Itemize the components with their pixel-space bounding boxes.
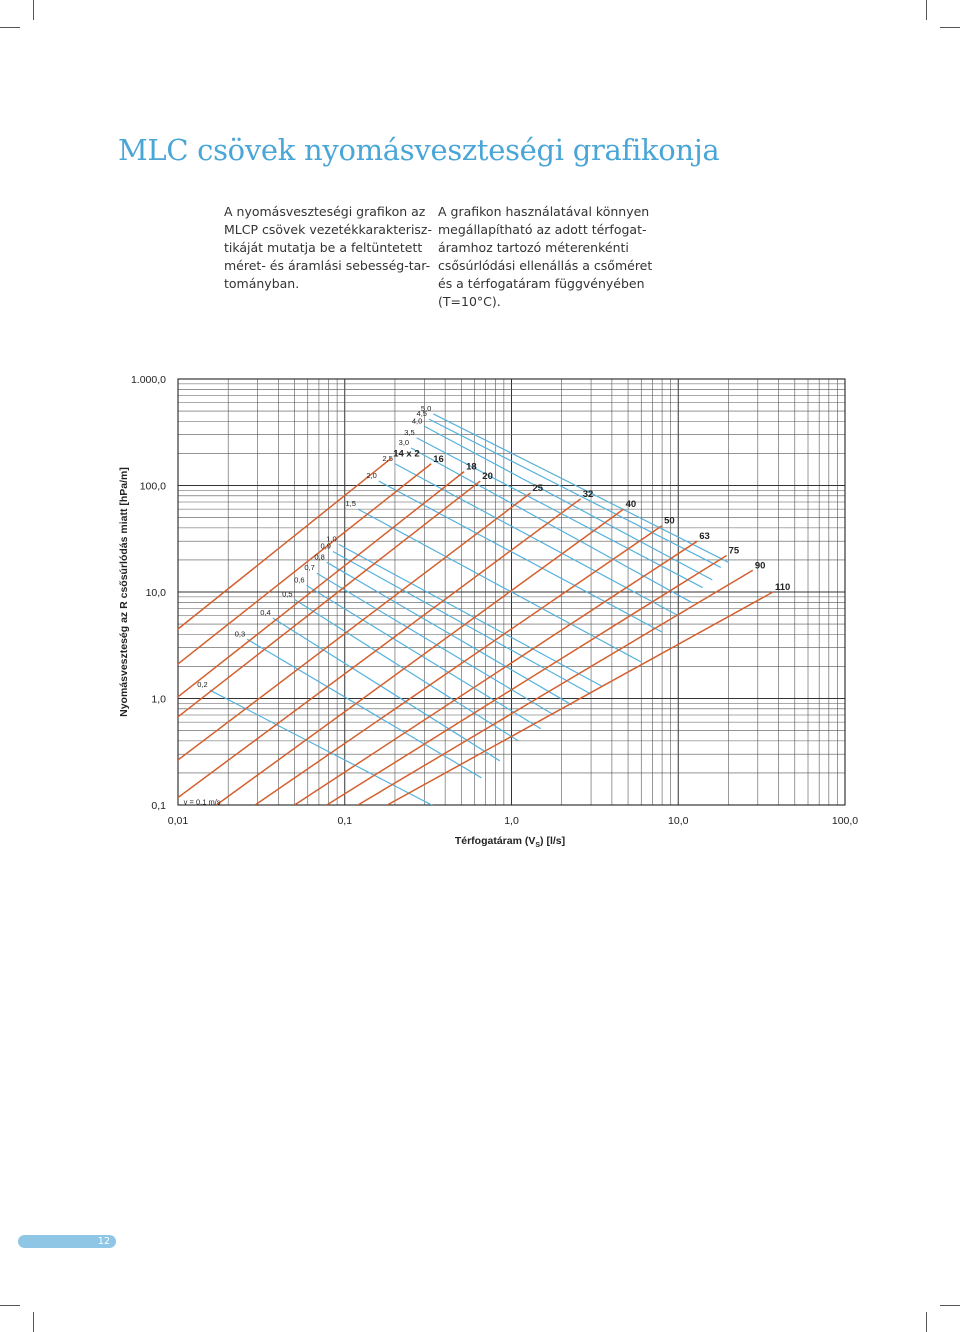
velocity-line xyxy=(433,413,729,563)
pipe-line xyxy=(294,540,698,805)
velocity-label: v = 0,1 m/s xyxy=(184,797,221,806)
pipe-line xyxy=(178,463,432,665)
pipe-line xyxy=(326,554,728,805)
pipe-line xyxy=(178,480,481,718)
x-tick-label: 0,1 xyxy=(337,815,352,827)
page-number: 12 xyxy=(97,1236,110,1247)
x-tick-label: 1,0 xyxy=(504,815,519,827)
pipe-size-label: 63 xyxy=(699,531,710,542)
pipe-size-label: 14 x 2 xyxy=(393,448,419,459)
pipe-size-label: 32 xyxy=(583,489,594,500)
velocity-line xyxy=(424,425,713,581)
pipe-line xyxy=(178,457,392,630)
pipe-size-label: 20 xyxy=(482,471,493,482)
intro-line: A grafikon használatával könnyen xyxy=(438,204,650,219)
pipe-size-label: 90 xyxy=(755,560,766,571)
intro-line: tikáját mutatja be a feltüntetett xyxy=(224,240,423,255)
intro-line: A nyomásveszteségi grafikon az xyxy=(224,204,426,219)
velocity-line xyxy=(416,437,703,589)
pipe-size-label: 110 xyxy=(775,582,790,593)
y-tick-label: 0,1 xyxy=(151,800,166,812)
page-number-badge: 12 xyxy=(18,1235,116,1248)
pipe-line xyxy=(178,498,582,799)
velocity-line xyxy=(378,480,663,633)
velocity-label: 5,0 xyxy=(421,404,431,413)
x-axis-title: Térfogatáram (VS) [l/s] xyxy=(455,835,565,849)
intro-line: tományban. xyxy=(224,276,300,291)
intro-line: MLCP csövek vezetékkarakterisz- xyxy=(224,222,432,237)
velocity-label: 0,2 xyxy=(197,680,207,689)
pipe-line xyxy=(178,471,465,698)
pipe-line xyxy=(357,569,754,805)
velocity-label: 1,0 xyxy=(326,534,336,543)
intro-line: csősúrlódási ellenállás a csőméret xyxy=(438,258,653,273)
velocity-label: 3,0 xyxy=(399,438,409,447)
intro-line: áramhoz tartozó méterenkénti xyxy=(438,240,629,255)
velocity-label: 4,5 xyxy=(417,409,427,418)
intro-line: (T=10°C). xyxy=(438,294,501,309)
velocity-line xyxy=(209,689,433,805)
velocity-label: 0,7 xyxy=(304,563,314,572)
velocity-lines xyxy=(209,413,729,853)
x-tick-label: 10,0 xyxy=(668,815,689,827)
pipe-line xyxy=(386,591,774,805)
velocity-line xyxy=(272,617,501,762)
pipe-size-label: 18 xyxy=(466,462,477,473)
pipe-size-label: 75 xyxy=(729,546,740,557)
velocity-label: 0,4 xyxy=(260,608,270,617)
pipe-size-label: 25 xyxy=(533,483,544,494)
intro-paragraph-right: A grafikon használatával könnyen megálla… xyxy=(438,203,652,311)
velocity-line xyxy=(326,561,573,706)
velocity-label: 0,3 xyxy=(235,629,245,638)
velocity-line xyxy=(332,550,592,695)
pressure-loss-chart: v = 0,1 m/s0,20,30,40,50,60,70,80,91,01,… xyxy=(118,374,858,853)
velocity-line xyxy=(357,508,642,663)
intro-paragraph-left: A nyomásveszteségi grafikon az MLCP csöv… xyxy=(224,203,432,293)
velocity-label: 0,6 xyxy=(294,576,304,585)
plot-frame xyxy=(177,378,846,806)
x-tick-label: 100,0 xyxy=(832,815,858,827)
x-axis-title-end: ) [l/s] xyxy=(540,835,565,847)
pipe-size-lines xyxy=(178,457,774,805)
velocity-line xyxy=(410,447,692,603)
y-axis-title: Nyomásveszteség az R csősúrlódás miatt [… xyxy=(118,467,130,717)
velocity-label: 0,9 xyxy=(321,542,331,551)
velocity-line xyxy=(306,585,542,730)
velocity-line xyxy=(428,418,722,568)
velocity-line xyxy=(316,572,555,716)
page-title: MLC csövek nyomásveszteségi grafikonja xyxy=(118,133,720,167)
pipe-size-label: 16 xyxy=(433,454,444,465)
pipe-size-label: 40 xyxy=(626,499,637,510)
velocity-label: 0,5 xyxy=(282,590,292,599)
intro-line: megállapítható az adott térfogat- xyxy=(438,222,647,237)
velocity-line xyxy=(223,807,388,853)
intro-line: méret- és áramlási sebesség-tar- xyxy=(224,258,431,273)
y-tick-label: 1,0 xyxy=(151,694,166,706)
x-tick-label: 0,01 xyxy=(168,815,189,827)
velocity-line xyxy=(294,599,519,742)
pipe-line xyxy=(254,525,663,805)
intro-line: és a térfogatáram függvényében xyxy=(438,276,645,291)
pipe-line xyxy=(215,508,625,805)
velocity-label: 3,5 xyxy=(404,428,414,437)
velocity-label: 4,0 xyxy=(412,416,422,425)
velocity-label: 2,0 xyxy=(366,471,376,480)
y-tick-label: 100,0 xyxy=(140,481,166,493)
y-tick-label: 10,0 xyxy=(146,587,167,599)
x-axis-title-main: Térfogatáram (V xyxy=(455,835,536,847)
velocity-line xyxy=(338,543,603,687)
x-axis-title-subscript: S xyxy=(535,842,540,849)
velocity-label: 2,5 xyxy=(383,454,393,463)
velocity-label: 1,5 xyxy=(346,499,356,508)
velocity-label: 0,8 xyxy=(314,552,324,561)
pipe-line xyxy=(178,492,531,761)
chart-grid xyxy=(177,378,846,806)
y-tick-label: 1.000,0 xyxy=(131,374,166,386)
chart-labels: v = 0,1 m/s 0,2 0,3 0,4 0,50,60,70,80,91,0 1,… xyxy=(184,404,791,806)
pipe-size-label: 50 xyxy=(664,516,675,527)
